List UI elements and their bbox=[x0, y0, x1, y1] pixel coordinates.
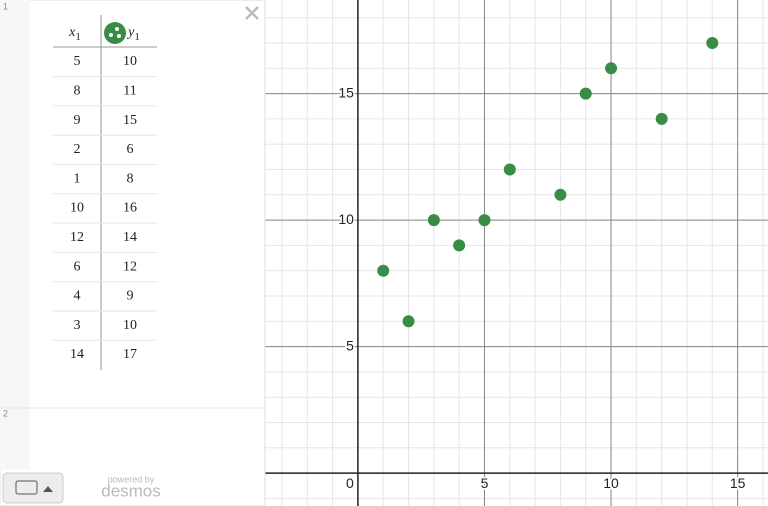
data-point bbox=[402, 315, 415, 328]
header-name: y bbox=[126, 25, 135, 40]
table-cell: 6 bbox=[127, 142, 134, 157]
expression-index: 1 bbox=[3, 1, 8, 11]
table-cell: 11 bbox=[123, 84, 136, 99]
table-cell: 2 bbox=[74, 142, 81, 157]
table-cell: 9 bbox=[74, 113, 81, 128]
y-tick-label: 10 bbox=[338, 211, 354, 227]
keyboard-button[interactable] bbox=[2, 472, 64, 504]
data-point bbox=[503, 163, 516, 176]
column-header: y1 bbox=[126, 25, 140, 42]
brand: desmos bbox=[101, 481, 161, 500]
x-tick-label: 5 bbox=[481, 475, 489, 491]
x-tick-label: 15 bbox=[730, 475, 746, 491]
panel-bg bbox=[0, 0, 266, 506]
expression-panel: 1 2 x1 y1 powered by desmos 5 108 119 152 61… bbox=[0, 0, 266, 506]
table-cell: 17 bbox=[123, 347, 137, 362]
column-header: x1 bbox=[68, 25, 81, 42]
header-name: x bbox=[68, 25, 76, 40]
table-cell: 8 bbox=[74, 84, 81, 99]
close-button[interactable] bbox=[245, 6, 259, 20]
table-cell: 6 bbox=[74, 259, 81, 274]
data-point bbox=[579, 87, 592, 100]
table-cell: 12 bbox=[123, 259, 137, 274]
data-point bbox=[605, 62, 618, 75]
table-cell: 1 bbox=[74, 171, 81, 186]
index-strip bbox=[0, 0, 30, 470]
powered-by: powered by bbox=[108, 474, 155, 484]
table-cell: 15 bbox=[123, 113, 137, 128]
data-point bbox=[377, 264, 390, 277]
expression-index: 2 bbox=[3, 408, 8, 418]
table-cell: 3 bbox=[74, 318, 81, 333]
table-cell: 14 bbox=[123, 230, 137, 245]
header-subscript: 1 bbox=[134, 31, 140, 43]
table-cell: 10 bbox=[123, 54, 137, 69]
table-cell: 5 bbox=[74, 54, 81, 69]
table-cell: 10 bbox=[123, 318, 137, 333]
table-cell: 14 bbox=[70, 347, 84, 362]
data-point bbox=[478, 214, 491, 227]
graph-bg bbox=[265, 0, 768, 506]
y-tick-label: 5 bbox=[346, 337, 354, 353]
table-cell: 8 bbox=[127, 171, 134, 186]
table-cell: 4 bbox=[74, 289, 81, 304]
graph-area: 0 5 10 15 5 10 15 bbox=[265, 0, 768, 506]
data-point bbox=[706, 37, 719, 50]
x-tick-label: 0 bbox=[346, 475, 354, 491]
data-point bbox=[453, 239, 466, 252]
table-cell: 12 bbox=[70, 230, 84, 245]
table-cell: 9 bbox=[127, 289, 134, 304]
data-point bbox=[655, 112, 668, 125]
table-cell: 16 bbox=[123, 201, 137, 216]
data-point bbox=[427, 214, 440, 227]
data-point bbox=[554, 188, 567, 201]
point-style-icon[interactable] bbox=[104, 22, 126, 44]
x-tick-label: 10 bbox=[603, 475, 619, 491]
table-cell: 10 bbox=[70, 201, 84, 216]
y-tick-label: 15 bbox=[338, 84, 354, 100]
header-subscript: 1 bbox=[75, 31, 81, 43]
